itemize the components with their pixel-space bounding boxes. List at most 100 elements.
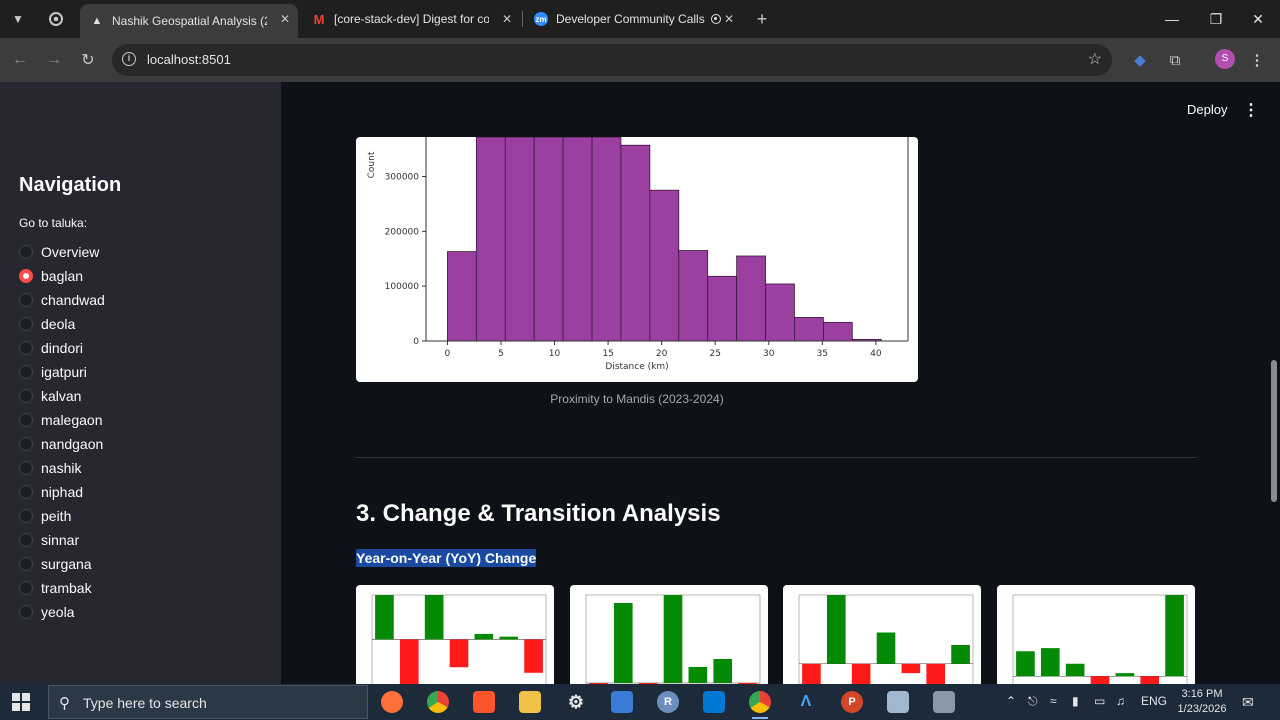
battery-icon[interactable]: ▭ bbox=[1094, 694, 1106, 708]
radio-button[interactable] bbox=[19, 293, 33, 307]
radio-option-nashik[interactable]: nashik bbox=[19, 458, 81, 478]
bookmark-star-icon[interactable]: ☆ bbox=[1087, 51, 1102, 68]
yoy-chart-card bbox=[997, 585, 1195, 684]
store-icon[interactable] bbox=[611, 691, 633, 713]
radio-option-baglan[interactable]: baglan bbox=[19, 266, 83, 286]
close-window-icon[interactable]: ✕ bbox=[1252, 10, 1264, 27]
extension-tag-icon[interactable]: ◆ bbox=[1134, 52, 1146, 69]
radio-button[interactable] bbox=[19, 605, 33, 619]
close-tab-icon[interactable]: ✕ bbox=[501, 12, 512, 26]
radio-option-dindori[interactable]: dindori bbox=[19, 338, 83, 358]
taluka-radio-label: Go to taluka: bbox=[19, 216, 88, 230]
radio-option-igatpuri[interactable]: igatpuri bbox=[19, 362, 87, 382]
notes-icon[interactable] bbox=[887, 691, 909, 713]
firefox-icon[interactable] bbox=[381, 691, 403, 713]
taskbar-search[interactable]: ⚲ Type here to search bbox=[48, 685, 368, 719]
yoy-bar bbox=[713, 659, 733, 683]
chrome-profile-icon[interactable] bbox=[749, 691, 771, 719]
powerpoint-icon[interactable]: P bbox=[841, 691, 863, 713]
radio-option-sinnar[interactable]: sinnar bbox=[19, 530, 79, 550]
r-icon[interactable]: R bbox=[657, 691, 679, 713]
gmail-icon: M bbox=[313, 11, 325, 27]
radio-option-deola[interactable]: deola bbox=[19, 314, 75, 334]
radio-option-malegaon[interactable]: malegaon bbox=[19, 410, 103, 430]
radio-button[interactable] bbox=[19, 437, 33, 451]
zoom-icon: zm bbox=[534, 12, 548, 26]
radio-button[interactable] bbox=[19, 461, 33, 475]
x-tick-label: 25 bbox=[709, 349, 720, 359]
close-tab-icon[interactable]: ✕ bbox=[723, 12, 734, 26]
volume-icon[interactable]: ♫ bbox=[1116, 694, 1125, 708]
settings-gear-icon[interactable]: ⚙ bbox=[567, 691, 585, 712]
meet-icon[interactable]: ▮ bbox=[1072, 694, 1079, 708]
radio-button[interactable] bbox=[19, 509, 33, 523]
tab-developer-community-calls[interactable]: zm Developer Community Calls ✕ bbox=[524, 4, 742, 34]
radio-button[interactable] bbox=[19, 269, 33, 283]
radio-option-yeola[interactable]: yeola bbox=[19, 602, 74, 622]
radio-option-kalvan[interactable]: kalvan bbox=[19, 386, 81, 406]
site-info-icon[interactable]: i bbox=[122, 52, 136, 66]
radio-option-nandgaon[interactable]: nandgaon bbox=[19, 434, 103, 454]
chrome-logo-icon[interactable] bbox=[44, 7, 68, 31]
profile-avatar[interactable]: S bbox=[1215, 49, 1235, 69]
radio-button[interactable] bbox=[19, 413, 33, 427]
show-hidden-icons[interactable]: ⌃ bbox=[1006, 694, 1017, 708]
yoy-bar bbox=[1115, 673, 1135, 677]
chrome-menu-icon[interactable]: ⋮ bbox=[1249, 52, 1265, 69]
forward-arrow-icon[interactable]: → bbox=[46, 51, 62, 68]
chrome-icon[interactable] bbox=[427, 691, 449, 713]
yoy-subheader: Year-on-Year (YoY) Change bbox=[356, 549, 537, 567]
x-axis-label: Distance (km) bbox=[605, 362, 668, 372]
radio-option-overview[interactable]: Overview bbox=[19, 242, 99, 262]
arrow-app-icon[interactable]: Λ bbox=[800, 693, 812, 710]
yoy-chart bbox=[798, 594, 974, 684]
address-bar[interactable]: i localhost:8501 ☆ bbox=[112, 44, 1112, 76]
restore-icon[interactable]: ❐ bbox=[1209, 10, 1223, 27]
radio-option-trambak[interactable]: trambak bbox=[19, 578, 92, 598]
search-icon: ⚲ bbox=[59, 695, 70, 712]
yoy-bar bbox=[524, 639, 543, 673]
scrollbar-thumb[interactable] bbox=[1271, 360, 1277, 502]
radio-button[interactable] bbox=[19, 341, 33, 355]
radio-button[interactable] bbox=[19, 245, 33, 259]
radio-option-peith[interactable]: peith bbox=[19, 506, 71, 526]
system-clock[interactable]: 3:16 PM 1/23/2026 bbox=[1172, 687, 1232, 717]
notifications-icon[interactable]: ✉ bbox=[1242, 694, 1254, 710]
radio-button[interactable] bbox=[19, 317, 33, 331]
deploy-button[interactable]: Deploy bbox=[1187, 102, 1228, 117]
reload-icon[interactable]: ↻ bbox=[81, 52, 95, 69]
tab-search-icon[interactable]: ▼ bbox=[12, 12, 24, 26]
radio-button[interactable] bbox=[19, 581, 33, 595]
radio-button[interactable] bbox=[19, 365, 33, 379]
microphone-icon[interactable]: ⎋ bbox=[1028, 694, 1038, 708]
radio-button[interactable] bbox=[19, 485, 33, 499]
main-menu-icon[interactable]: ⋮ bbox=[1243, 102, 1259, 119]
radio-option-chandwad[interactable]: chandwad bbox=[19, 290, 105, 310]
new-tab-icon[interactable]: + bbox=[756, 8, 768, 29]
radio-label: niphad bbox=[41, 484, 84, 500]
language-indicator[interactable]: ENG bbox=[1141, 694, 1168, 708]
radio-button[interactable] bbox=[19, 389, 33, 403]
extensions-puzzle-icon[interactable]: ⧉ bbox=[1169, 51, 1181, 69]
tab-title: Developer Community Calls bbox=[556, 12, 705, 26]
windows-start-icon[interactable] bbox=[12, 693, 30, 711]
section-heading: 3. Change & Transition Analysis bbox=[356, 500, 721, 527]
tab-core-stack-dev[interactable]: M [core-stack-dev] Digest for core ✕ bbox=[302, 4, 520, 34]
tab-nashik-geospatial[interactable]: ▲ Nashik Geospatial Analysis (20 ✕ bbox=[80, 4, 298, 38]
yoy-bar bbox=[901, 663, 921, 674]
vscode-icon[interactable] bbox=[703, 691, 725, 713]
file-explorer-icon[interactable] bbox=[519, 691, 541, 713]
radio-option-niphad[interactable]: niphad bbox=[19, 482, 83, 502]
radio-button[interactable] bbox=[19, 533, 33, 547]
minimize-icon[interactable]: — bbox=[1165, 11, 1179, 27]
brave-icon[interactable] bbox=[473, 691, 495, 713]
browser-tab-strip: ▼ ▲ Nashik Geospatial Analysis (20 ✕ M [… bbox=[0, 0, 1280, 38]
yoy-bar bbox=[851, 663, 871, 684]
radio-option-surgana[interactable]: surgana bbox=[19, 554, 92, 574]
yoy-bar bbox=[926, 663, 946, 684]
radio-button[interactable] bbox=[19, 557, 33, 571]
back-arrow-icon[interactable]: ← bbox=[12, 51, 28, 68]
snipping-tool-icon[interactable] bbox=[933, 691, 955, 713]
close-tab-icon[interactable]: ✕ bbox=[279, 12, 290, 26]
wifi-icon[interactable]: ≈ bbox=[1050, 694, 1057, 708]
